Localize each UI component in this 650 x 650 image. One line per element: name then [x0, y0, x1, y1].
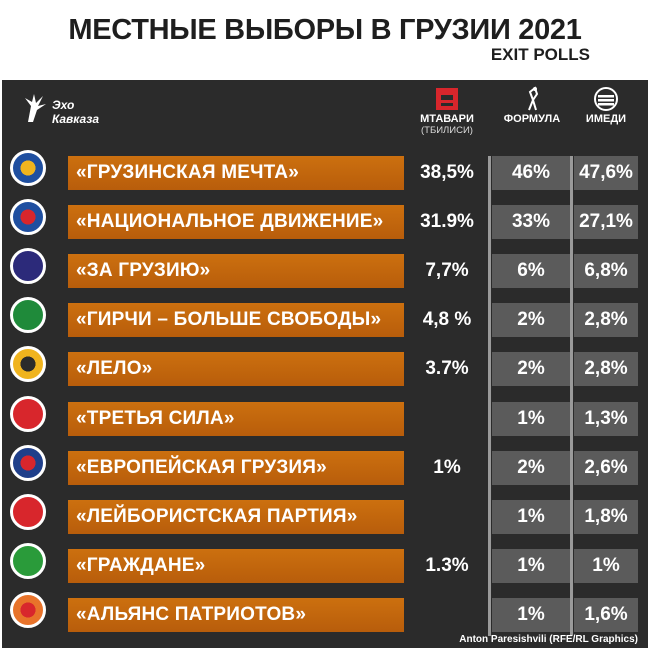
mtavari-icon	[436, 88, 458, 110]
value-cell: 6,8%	[574, 254, 638, 289]
value-cell: 33%	[492, 205, 570, 240]
value-cell: 1.3%	[425, 554, 469, 576]
value-cell: 2%	[492, 303, 570, 338]
value-cell: 4,8 %	[422, 309, 472, 331]
table-row: «ГРАЖДАНЕ» 1.3% 1% 1%	[2, 542, 648, 583]
party-bar: «ГИРЧИ – БОЛЬШЕ СВОБОДЫ»	[68, 303, 404, 338]
column-header-name: ФОРМУЛА	[503, 113, 561, 125]
party-bar: «ЛЕЛО»	[68, 352, 404, 387]
party-logo-icon	[10, 297, 46, 334]
table-row: «ТРЕТЬЯ СИЛА» 1% 1,3%	[2, 395, 648, 436]
party-name: «ЛЕЙБОРИСТСКАЯ ПАРТИЯ»	[76, 505, 358, 527]
value-cell: 38,5%	[420, 162, 474, 183]
value-cell: 1,3%	[574, 401, 638, 436]
party-name: «ЕВРОПЕЙСКАЯ ГРУЗИЯ»	[76, 456, 327, 478]
value-cell: 46%	[492, 156, 570, 190]
page-subtitle: EXIT POLLS	[490, 45, 590, 64]
credit: Anton Paresishvili (RFE/RL Graphics)	[459, 634, 638, 645]
header: МЕСТНЫЕ ВЫБОРЫ В ГРУЗИИ 2021 EXIT POLLS	[0, 0, 650, 78]
party-logo-icon	[10, 493, 46, 530]
value-cell: 1%	[492, 597, 570, 632]
column-header-imedi: ИМЕДИ	[566, 86, 646, 125]
party-logo-icon	[10, 395, 46, 432]
value-cell: 31.9%	[420, 211, 474, 233]
table-row: «ГРУЗИНСКАЯ МЕЧТА» 38,5% 46% 47,6%	[2, 150, 648, 190]
value-cell: 6%	[492, 254, 570, 289]
party-logo-icon	[10, 346, 46, 383]
value-cell: 1%	[433, 456, 461, 478]
table-row: «ГИРЧИ – БОЛЬШЕ СВОБОДЫ» 4,8 % 2% 2,8%	[2, 297, 648, 338]
column-header-formula: ФОРМУЛА	[492, 86, 572, 125]
party-name: «ЗА ГРУЗИЮ»	[76, 260, 211, 282]
value-cell: 1%	[492, 499, 570, 534]
table-row: «ЗА ГРУЗИЮ» 7,7% 6% 6,8%	[2, 248, 648, 289]
formula-icon	[528, 86, 539, 111]
logo-line-1: Эхо	[52, 98, 75, 112]
party-bar: «ЛЕЙБОРИСТСКАЯ ПАРТИЯ»	[68, 499, 404, 534]
party-logo-icon	[10, 150, 46, 186]
column-header-mtavari: МТАВАРИ (ТБИЛИСИ)	[407, 86, 487, 136]
party-bar: «ТРЕТЬЯ СИЛА»	[68, 401, 404, 436]
party-name: «ГРАЖДАНЕ»	[76, 554, 206, 576]
value-cell: 2%	[492, 352, 570, 387]
value-cell	[406, 402, 488, 436]
column-header-name: МТАВАРИ	[420, 113, 474, 125]
party-bar: «ЗА ГРУЗИЮ»	[68, 254, 404, 289]
ekho-kavkaza-logo: Эхо Кавказа	[22, 92, 132, 132]
column-separator	[570, 156, 573, 636]
imedi-icon	[594, 87, 618, 111]
party-name: «ЛЕЛО»	[76, 358, 153, 380]
value-cell: 1%	[574, 548, 638, 583]
table-row: «ЛЕЛО» 3.7% 2% 2,8%	[2, 346, 648, 387]
value-cell: 27,1%	[574, 205, 638, 240]
party-logo-icon	[10, 542, 46, 579]
party-name: «ТРЕТЬЯ СИЛА»	[76, 407, 235, 429]
party-logo-icon	[10, 591, 46, 628]
party-logo-icon	[10, 444, 46, 481]
table-row: «АЛЬЯНС ПАТРИОТОВ» 1% 1,6%	[2, 591, 648, 632]
party-bar: «ЕВРОПЕЙСКАЯ ГРУЗИЯ»	[68, 450, 404, 485]
party-bar: «ГРУЗИНСКАЯ МЕЧТА»	[68, 156, 404, 190]
value-cell: 7,7%	[425, 260, 469, 282]
value-cell: 2,8%	[574, 352, 638, 387]
value-cell: 1,8%	[574, 499, 638, 534]
column-separator	[488, 156, 491, 636]
party-bar: «АЛЬЯНС ПАТРИОТОВ»	[68, 597, 404, 632]
logo-line-2: Кавказа	[52, 112, 99, 126]
value-cell: 3.7%	[425, 358, 469, 380]
value-cell	[406, 598, 488, 632]
column-header-name: ИМЕДИ	[585, 113, 627, 125]
party-name: «ГИРЧИ – БОЛЬШЕ СВОБОДЫ»	[76, 309, 382, 331]
value-cell: 2%	[492, 450, 570, 485]
value-cell: 2,6%	[574, 450, 638, 485]
table-row: «НАЦИОНАЛЬНОЕ ДВИЖЕНИЕ» 31.9% 33% 27,1%	[2, 199, 648, 240]
page-title: МЕСТНЫЕ ВЫБОРЫ В ГРУЗИИ 2021	[68, 14, 582, 46]
table-row: «ЕВРОПЕЙСКАЯ ГРУЗИЯ» 1% 2% 2,6%	[2, 444, 648, 485]
value-cell: 1%	[492, 401, 570, 436]
value-cell: 47,6%	[574, 156, 638, 190]
party-bar: «НАЦИОНАЛЬНОЕ ДВИЖЕНИЕ»	[68, 205, 404, 240]
party-name: «АЛЬЯНС ПАТРИОТОВ»	[76, 603, 307, 625]
column-header-sub: (ТБИЛИСИ)	[421, 125, 473, 136]
party-name: «ГРУЗИНСКАЯ МЕЧТА»	[76, 162, 299, 183]
party-logo-icon	[10, 248, 46, 285]
bird-icon	[25, 94, 46, 122]
value-cell: 1%	[492, 548, 570, 583]
logo-text: Эхо Кавказа	[52, 98, 99, 126]
value-cell	[406, 500, 488, 534]
value-cell: 1,6%	[574, 597, 638, 632]
party-name: «НАЦИОНАЛЬНОЕ ДВИЖЕНИЕ»	[76, 211, 384, 233]
results-panel: Эхо Кавказа МТАВАРИ (ТБИЛИСИ) ФОРМУЛА	[2, 80, 648, 648]
table-row: «ЛЕЙБОРИСТСКАЯ ПАРТИЯ» 1% 1,8%	[2, 493, 648, 534]
party-bar: «ГРАЖДАНЕ»	[68, 548, 404, 583]
party-logo-icon	[10, 199, 46, 236]
value-cell: 2,8%	[574, 303, 638, 338]
